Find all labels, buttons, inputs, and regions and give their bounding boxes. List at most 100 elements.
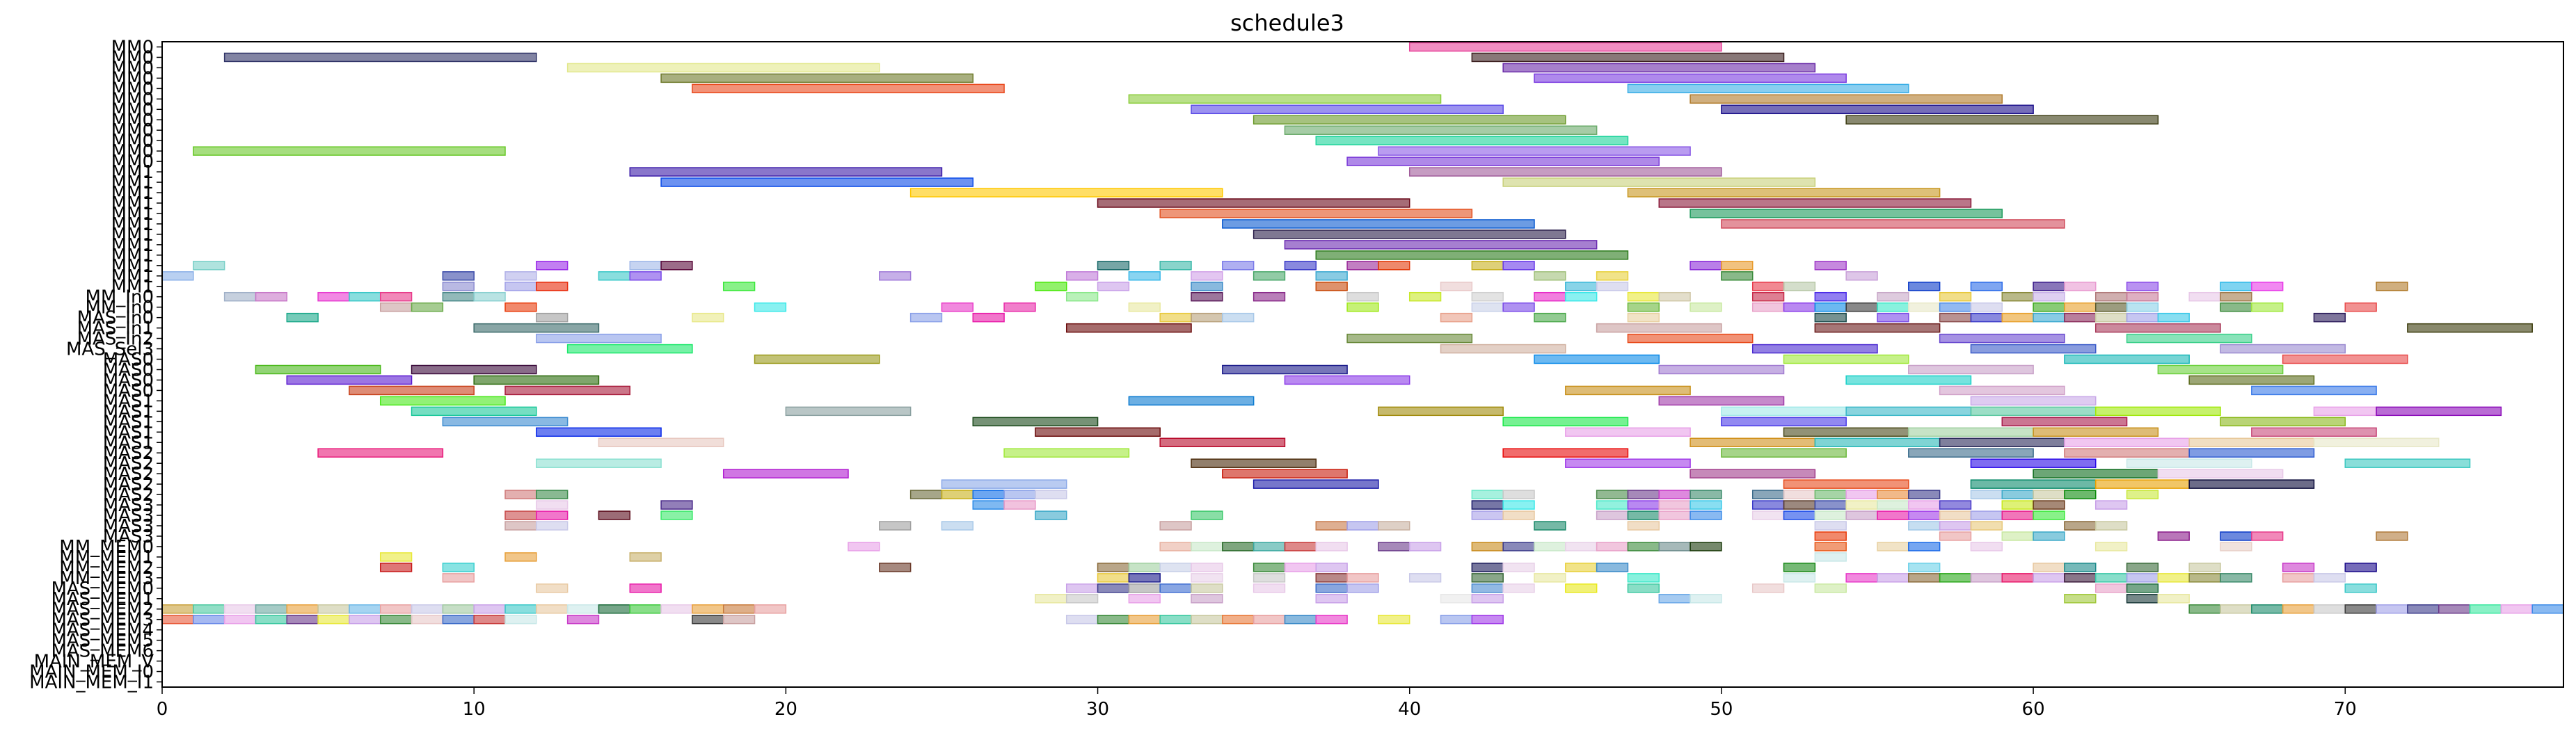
task-bar — [193, 261, 225, 271]
task-bar — [1783, 282, 1816, 291]
task-bar — [286, 614, 319, 625]
task-bar — [1159, 437, 1286, 447]
task-bar — [2064, 573, 2097, 583]
task-bar — [2064, 594, 2097, 604]
task-bar — [2094, 542, 2128, 551]
task-bar — [2188, 375, 2315, 385]
row-label: MAS2 — [103, 474, 154, 495]
task-bar — [442, 573, 475, 583]
task-bar — [598, 510, 631, 520]
task-bar — [1191, 614, 1223, 625]
task-bar — [629, 583, 662, 593]
task-bar — [1751, 490, 1785, 499]
task-bar — [566, 614, 600, 625]
row-label: MM_In0 — [85, 298, 154, 319]
task-bar — [1751, 291, 1785, 302]
task-bar — [1658, 490, 1691, 499]
task-bar — [411, 364, 537, 375]
task-bar — [1284, 240, 1598, 250]
task-bar — [1408, 167, 1722, 177]
task-bar — [1253, 563, 1286, 572]
task-bar — [1565, 542, 1598, 551]
task-bar — [1502, 583, 1535, 593]
row-label: MM1 — [111, 193, 154, 214]
row-label: MM1 — [111, 214, 154, 235]
task-bar — [566, 604, 600, 614]
row-label: MM1 — [111, 204, 154, 225]
task-bar — [1128, 573, 1161, 583]
row-label: MAS2 — [103, 485, 154, 506]
task-bar — [2438, 604, 2471, 614]
task-bar — [2157, 573, 2190, 583]
task-bar — [2126, 573, 2159, 583]
task-bar — [2126, 282, 2159, 291]
task-bar — [1689, 500, 1722, 510]
task-bar — [692, 83, 1005, 94]
task-bar — [1253, 115, 1566, 124]
task-bar — [1408, 573, 1442, 583]
task-bar — [1721, 271, 1754, 281]
task-bar — [1908, 521, 1941, 531]
row-label: MAS3 — [103, 495, 154, 516]
task-bar — [1751, 344, 1878, 354]
task-bar — [1627, 521, 1660, 531]
task-bar — [2033, 302, 2065, 312]
task-bar — [972, 500, 1005, 510]
task-bar — [536, 583, 569, 593]
task-bar — [1191, 583, 1223, 593]
task-bar — [504, 552, 537, 562]
task-bar — [1721, 104, 2034, 115]
task-bar — [1378, 406, 1504, 417]
task-bar — [1970, 396, 2097, 406]
task-bar — [1471, 302, 1504, 312]
task-bar — [1097, 282, 1130, 291]
task-bar — [2033, 282, 2065, 291]
task-bar — [1035, 510, 1067, 520]
task-bar — [536, 604, 569, 614]
task-bar — [1159, 614, 1192, 625]
task-bar — [2001, 510, 2034, 520]
task-bar — [1222, 312, 1255, 323]
task-bar — [1471, 542, 1504, 551]
task-bar — [1346, 156, 1660, 166]
row-label: MAS_In1 — [77, 319, 154, 339]
task-bar — [411, 406, 537, 417]
task-bar — [1502, 563, 1535, 572]
x-tick-label: 40 — [1398, 699, 1421, 720]
task-bar — [1689, 437, 1816, 447]
x-tick-label: 30 — [1086, 699, 1109, 720]
task-bar — [660, 510, 693, 520]
task-bar — [1253, 542, 1286, 551]
task-bar — [1408, 42, 1722, 52]
task-bar — [1315, 583, 1348, 593]
task-bar — [442, 417, 569, 427]
task-bar — [1783, 573, 1816, 583]
task-bar — [1845, 302, 1878, 312]
task-bar — [2251, 385, 2377, 396]
task-bar — [1471, 583, 1504, 593]
task-bar — [1471, 500, 1504, 510]
task-bar — [2094, 479, 2190, 489]
task-bar — [1908, 500, 1941, 510]
task-bar — [1596, 500, 1629, 510]
task-bar — [1970, 406, 2097, 417]
task-bar — [941, 479, 1067, 489]
task-bar — [504, 604, 537, 614]
task-bar — [1097, 614, 1130, 625]
task-bar — [536, 500, 569, 510]
task-bar — [2531, 604, 2564, 614]
x-tick-label: 10 — [463, 699, 486, 720]
row-label: MAIN_MEM_I1 — [29, 672, 154, 693]
row-label: MM1 — [111, 172, 154, 193]
task-bar — [2282, 563, 2315, 572]
task-bar — [1627, 83, 1909, 94]
task-bar — [1877, 510, 1909, 520]
task-bar — [2313, 406, 2377, 417]
task-bar — [1689, 469, 1816, 478]
row-label: MM1 — [111, 183, 154, 204]
row-label: MAS_MEM2 — [51, 599, 154, 620]
task-bar — [1253, 479, 1379, 489]
task-bar — [1315, 563, 1348, 572]
row-label: MAS_MEM5 — [51, 631, 154, 652]
task-bar — [1783, 500, 1816, 510]
